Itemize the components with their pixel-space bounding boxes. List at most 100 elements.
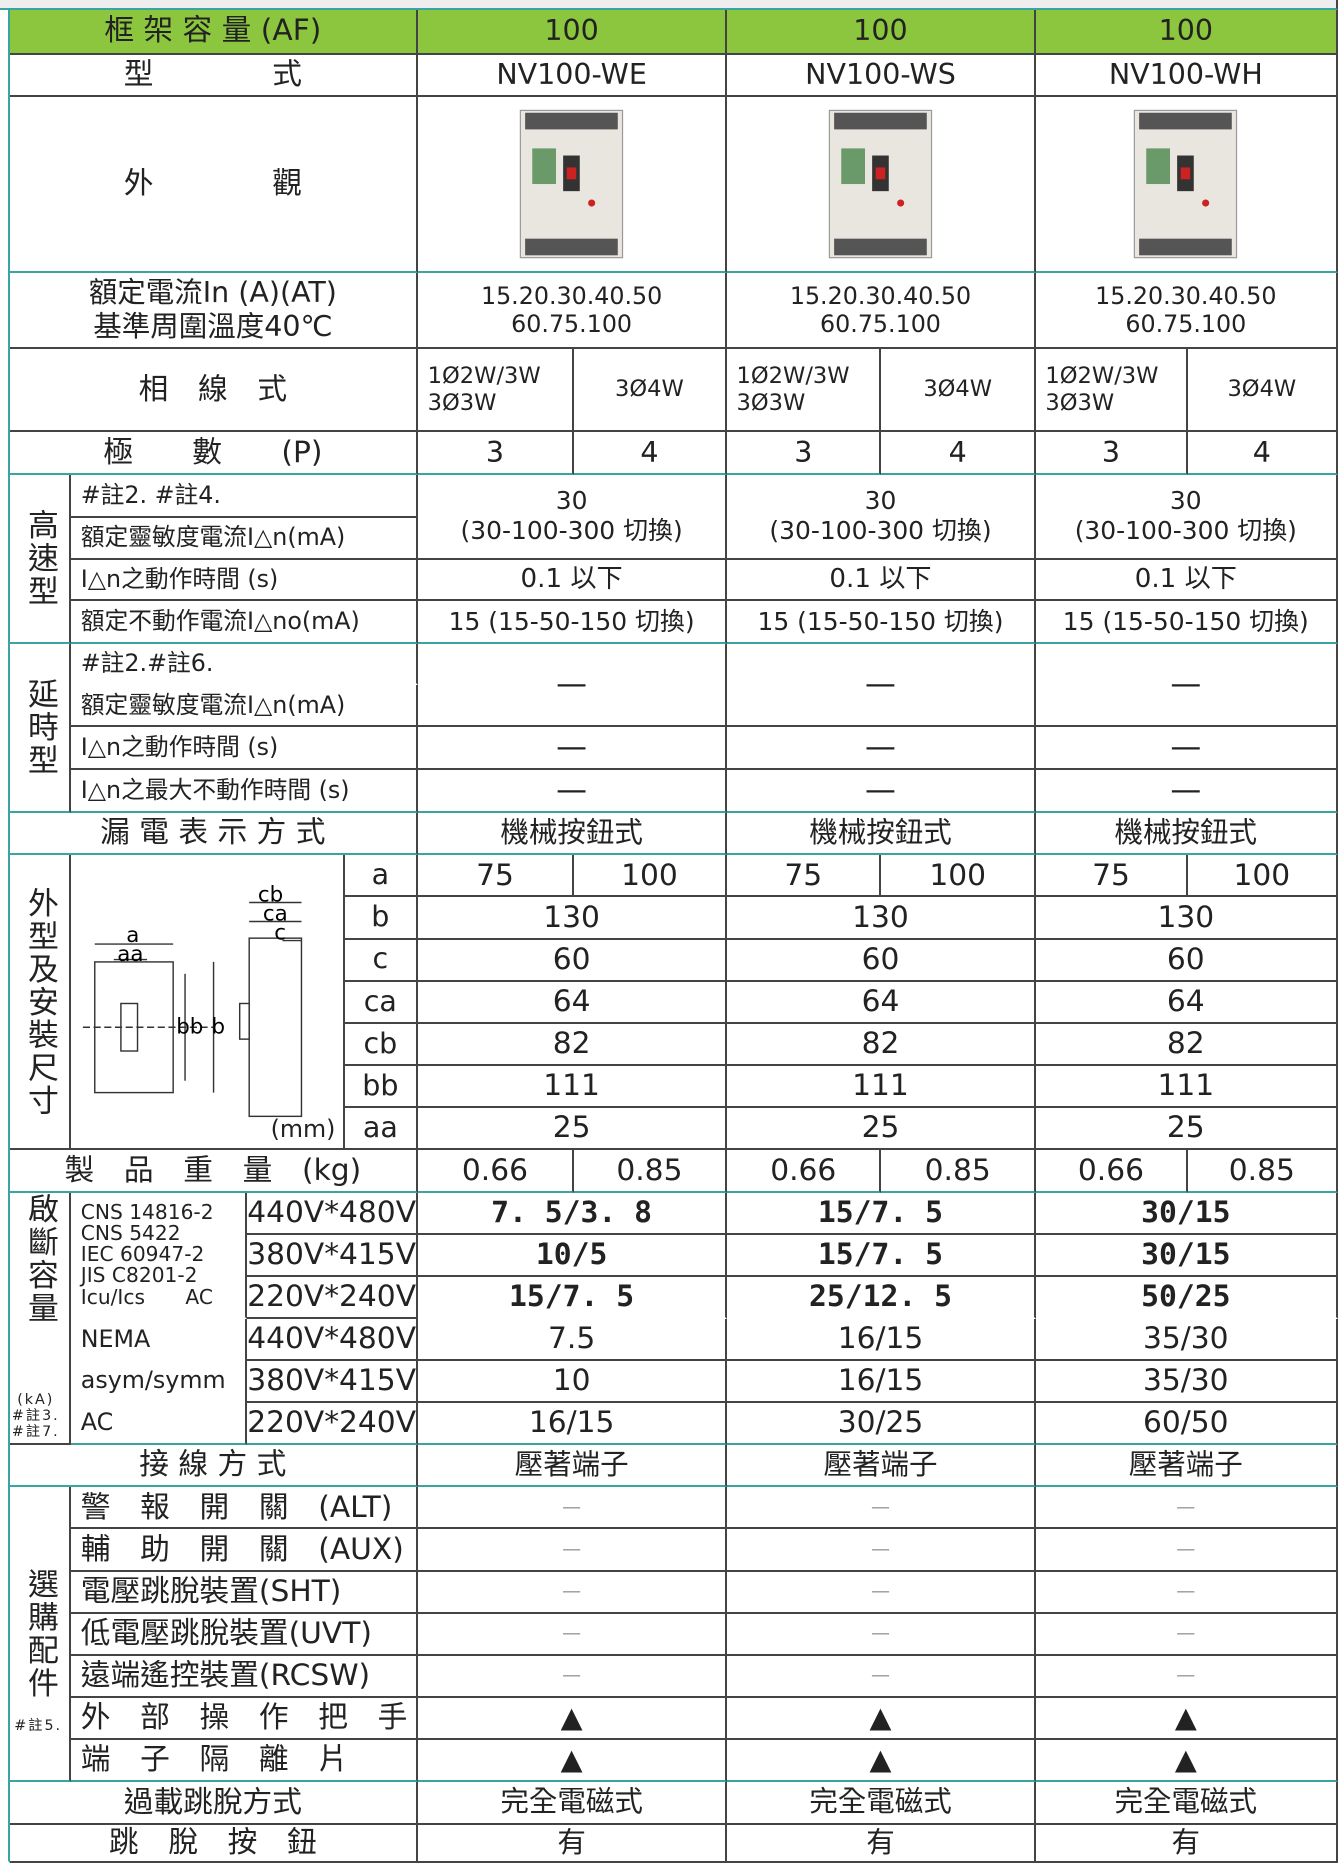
cell-text: 3: [1101, 435, 1121, 469]
cell: 82: [727, 1023, 1036, 1066]
cell: NV100-WS: [727, 54, 1036, 98]
cell-text: 3Ø4W: [615, 376, 684, 403]
cell-text: 82: [552, 1025, 591, 1061]
cell: 75: [1035, 855, 1188, 898]
cell: #註2.#註6.: [71, 643, 419, 686]
row-label: 跳 脫 按 鈕: [9, 1824, 419, 1863]
cell-text: 75: [1092, 857, 1130, 893]
cell: 外 部 操 作 把 手: [71, 1697, 419, 1740]
cell: 15.20.30.40.50 60.75.100: [1035, 273, 1338, 350]
cell-text: 壓著端子: [823, 1447, 938, 1481]
cell: 64: [727, 981, 1036, 1024]
cell-text: 64: [552, 983, 591, 1019]
cell-text: 60.75.100: [1125, 310, 1247, 339]
dimension-diagram: cb ca c a aa bb b (mm): [71, 855, 345, 1150]
cell: 15 (15-50-150 切換): [418, 601, 728, 644]
cell-text: IEC 60947-2: [80, 1242, 205, 1267]
cell-text: ▲: [1174, 1700, 1197, 1734]
row-label: 極 數 (P): [9, 432, 419, 476]
diagram-label: cb: [258, 883, 283, 908]
cell-text: NV100-WH: [1108, 57, 1263, 91]
cell-text: 15 (15-50-150 切換): [1062, 606, 1309, 636]
note: #註3.: [11, 1407, 60, 1424]
cell: —: [727, 1529, 1036, 1572]
cell: 15/7. 5: [727, 1234, 1036, 1277]
cell-text: #註2.#註6.: [80, 649, 214, 678]
cell: —: [418, 1487, 728, 1530]
cell: 完全電磁式: [1035, 1782, 1338, 1825]
cell-text: 15.20.30.40.50: [789, 281, 972, 310]
cell: —: [418, 1655, 728, 1698]
cell-text: ▲: [869, 1742, 892, 1776]
cell-text: —: [865, 665, 896, 702]
cell-text: NEMA: [80, 1325, 151, 1354]
cell: CNS 14816-2 CNS 5422 IEC 60947-2 JIS C8201-…: [71, 1192, 248, 1319]
cell-text: 接 線 方 式: [139, 1447, 287, 1483]
cell: 440V*480V: [247, 1318, 419, 1361]
cell: 3: [727, 432, 882, 476]
cell-text: 7.5: [548, 1320, 596, 1356]
cell-text: CNS 14816-2: [80, 1199, 214, 1224]
cell: 警 報 開 關 (ALT): [71, 1487, 419, 1530]
cell-text: —: [1176, 1580, 1196, 1603]
cell: NV100-WE: [418, 54, 728, 98]
cell-text: —: [870, 1622, 890, 1645]
cell: 100: [1188, 855, 1338, 898]
cell-text: 警 報 開 關 (ALT): [80, 1489, 393, 1525]
cell-text: 3Ø3W: [1045, 389, 1115, 416]
cell: —: [1035, 1487, 1338, 1530]
cell: I△n之最大不動作時間 (s): [71, 769, 419, 813]
cell: 0.1 以下: [1035, 559, 1338, 602]
cell-text: 16/15: [528, 1404, 615, 1440]
cell: I△n之動作時間 (s): [71, 559, 419, 602]
cell: 25/12. 5: [727, 1276, 1036, 1319]
cell-text: 30/25: [837, 1404, 924, 1440]
cell-text: 低電壓跳脫裝置(UVT): [80, 1615, 372, 1651]
diagram-label: c: [274, 921, 286, 946]
cell: —: [727, 1487, 1036, 1530]
row-label: 型 式: [9, 54, 419, 98]
group-text: 啟斷容量: [21, 1192, 58, 1325]
cell-text: 15/7. 5: [817, 1194, 944, 1230]
cell: bb: [344, 1065, 419, 1108]
cell-text: 15/7. 5: [817, 1236, 944, 1272]
cell-text: 111: [852, 1068, 909, 1104]
diagram-label: bb: [176, 1015, 203, 1040]
row-label: 過載跳脫方式: [9, 1782, 419, 1825]
cell-text: —: [562, 1538, 582, 1561]
cell-text: —: [870, 1538, 890, 1561]
cell: 0.66: [1035, 1149, 1188, 1193]
cell: 35/30: [1035, 1318, 1338, 1361]
cell: —: [418, 643, 728, 728]
cell: —: [418, 1571, 728, 1614]
cell: 380V*415V: [247, 1234, 419, 1277]
cell-text: 35/30: [1143, 1362, 1229, 1398]
cell-text: 25/12. 5: [808, 1278, 952, 1314]
cell: 30/15: [1035, 1192, 1338, 1235]
diagram-label: b: [212, 1015, 226, 1040]
cell-text: 60: [861, 941, 900, 977]
cell-text: 75: [476, 857, 514, 893]
cell: —: [1035, 643, 1338, 728]
cell: 機械按鈕式: [418, 812, 728, 856]
cell-text: (30-100-300 切換): [1074, 516, 1297, 546]
cell: 111: [418, 1065, 728, 1108]
cell-text: 3Ø3W: [427, 389, 497, 416]
cell-text: —: [870, 1496, 890, 1518]
cell-text: —: [865, 771, 896, 808]
row-label: 相 線 式: [9, 349, 419, 433]
cell-text: 100: [544, 13, 599, 47]
cell-text: 機械按鈕式: [500, 815, 643, 849]
breaker-image: [418, 97, 728, 274]
breaker-drawing: [1134, 110, 1238, 259]
note: #註7.: [11, 1423, 60, 1440]
cell: ▲: [418, 1739, 728, 1782]
diagram-label: aa: [118, 942, 144, 967]
cell-text: bb: [362, 1068, 399, 1102]
breaker-image: [1035, 97, 1338, 274]
cell-text: 選購配件: [21, 1567, 58, 1700]
cell: cb: [344, 1023, 419, 1066]
cell-text: 111: [543, 1068, 600, 1104]
cell-text: —: [870, 1664, 890, 1687]
